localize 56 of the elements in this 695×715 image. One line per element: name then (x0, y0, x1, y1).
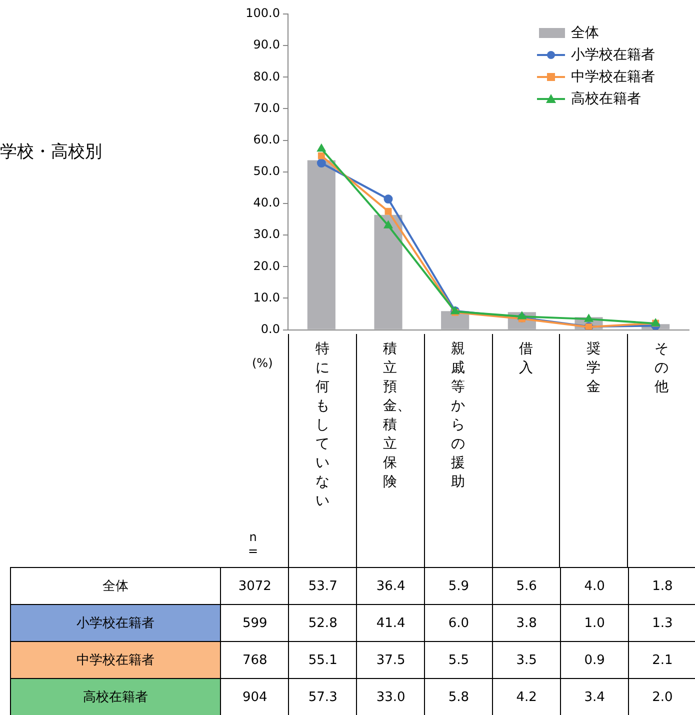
data-label: 3.5 (492, 642, 561, 678)
text: 全体 (102, 579, 129, 594)
data-label: 5.6 (492, 568, 561, 604)
text: 599 (220, 604, 289, 642)
data-label: 3.4 (560, 678, 629, 715)
data-label: 52.8 (288, 604, 357, 642)
text: 高校在籍者 (83, 690, 148, 705)
text: 3072 (220, 568, 289, 604)
y-tick-label: 20.0 (253, 258, 280, 273)
y-tick-label: 90.0 (253, 38, 280, 52)
text: 学校・高校別 (0, 141, 102, 163)
y-tick-label: 10.0 (253, 290, 280, 304)
data-label: 5.9 (424, 568, 493, 604)
data-label: 33.0 (356, 678, 425, 715)
data-label: 3.8 (492, 604, 561, 642)
legend-label: 全体 (571, 24, 599, 42)
data-label: 37.5 (356, 642, 425, 678)
y-tick-label: 50.0 (253, 164, 280, 178)
text: 中学校在籍者 (76, 653, 155, 668)
data-label: 5.8 (424, 678, 493, 715)
x-tick-label: 積立預金、積立保険 (383, 340, 412, 492)
text: 904 (220, 678, 289, 715)
data-label: 2.0 (628, 678, 695, 715)
data-label: 57.3 (288, 678, 357, 715)
y-tick-label: 80.0 (253, 69, 280, 84)
y-tick-label: 70.0 (253, 100, 280, 115)
text: 768 (220, 642, 289, 678)
y-tick-label: 0.0 (260, 322, 280, 336)
data-label: 5.5 (424, 642, 493, 678)
data-label: 55.1 (288, 642, 357, 678)
data-label: 1.0 (560, 604, 629, 642)
y-tick-label: 30.0 (253, 227, 280, 242)
category-label: 特に何もしていない (315, 341, 330, 509)
x-tick-label: 親戚等からの援助 (451, 340, 466, 492)
y-tick-label: 100.0 (246, 6, 280, 20)
data-label: 1.8 (628, 568, 695, 604)
text: n = (247, 530, 259, 558)
data-label: 6.0 (424, 604, 493, 642)
text: 小学校在籍者 (76, 616, 155, 631)
data-label: 4.0 (560, 568, 629, 604)
x-tick-label: 借入 (518, 340, 533, 378)
data-label: 53.7 (288, 568, 357, 604)
legend-label: 中学校在籍者 (571, 68, 655, 86)
x-tick-label: 奨学金 (586, 340, 601, 397)
data-label: 2.1 (628, 642, 695, 678)
y-tick-label: 40.0 (253, 196, 280, 210)
data-label: 36.4 (356, 568, 425, 604)
data-label: 41.4 (356, 604, 425, 642)
data-label: 4.2 (492, 678, 561, 715)
x-tick-label: その他 (654, 340, 669, 397)
data-label: 1.3 (628, 604, 695, 642)
text: (%) (252, 356, 273, 370)
data-label: 0.9 (560, 642, 629, 678)
legend-label: 小学校在籍者 (571, 46, 655, 64)
y-tick-label: 60.0 (253, 132, 280, 146)
legend-label: 高校在籍者 (571, 90, 641, 108)
